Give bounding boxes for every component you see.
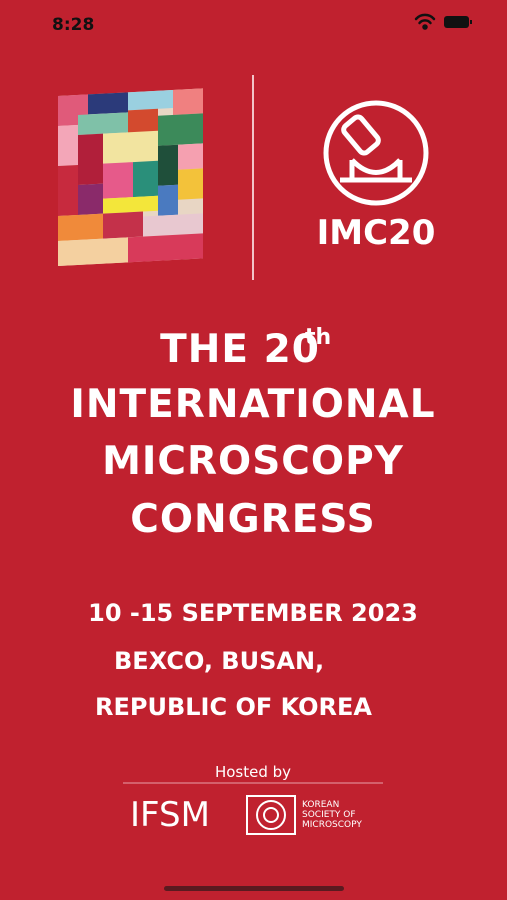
society-name: KOREAN	[302, 800, 339, 810]
society-seal	[246, 795, 296, 835]
home-indicator	[164, 886, 344, 891]
battery-icon	[444, 16, 469, 28]
wifi-icon	[414, 13, 436, 30]
battery-tip	[470, 20, 472, 24]
quilt-artwork	[58, 88, 203, 266]
event-venue: BEXCO, BUSAN,	[114, 647, 324, 675]
title-line: CONGRESS	[130, 497, 376, 542]
ifsm-logo: IFSM	[130, 795, 210, 835]
event-dates: 10 -15 SEPTEMBER 2023	[88, 599, 418, 627]
event-country: REPUBLIC OF KOREA	[95, 693, 372, 721]
title-line: THE 20	[160, 327, 320, 372]
hosted-by: Hosted by	[215, 763, 291, 781]
status-time: 8:28	[52, 15, 94, 35]
society-name: SOCIETY OF	[302, 810, 356, 820]
logo-text: IMC20	[317, 213, 436, 253]
title-line: MICROSCOPY	[102, 439, 404, 484]
title-line: INTERNATIONAL	[70, 382, 435, 427]
title-superscript: th	[305, 325, 331, 350]
imc-logo-mark	[323, 100, 429, 206]
society-name: MICROSCOPY	[302, 820, 362, 830]
